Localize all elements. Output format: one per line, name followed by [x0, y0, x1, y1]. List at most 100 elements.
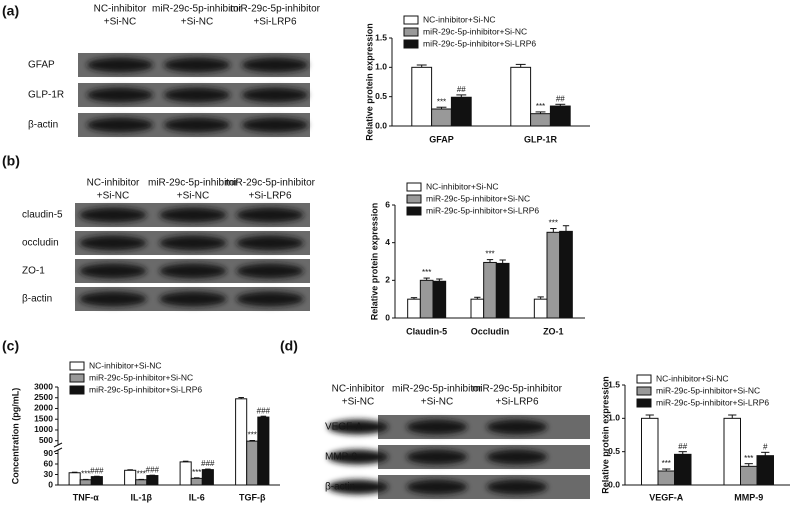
lane-header: +Si-NC [97, 191, 130, 202]
y-tick-label: 2 [385, 275, 390, 285]
legend-label: NC-inhibitor+Si-NC [89, 360, 162, 370]
significance: *** [422, 268, 431, 277]
panel-label: (d) [280, 338, 298, 354]
bar [756, 455, 774, 486]
bar [483, 261, 497, 319]
bar [257, 416, 270, 486]
blot-band [236, 207, 304, 223]
bar [510, 66, 532, 127]
bar [641, 417, 659, 486]
bar [190, 477, 203, 486]
bar [450, 96, 472, 127]
x-tick-label: IL-1β [131, 492, 153, 502]
significance: ## [556, 94, 565, 103]
y-tick-label: 0 [48, 479, 53, 489]
legend-label: NC-inhibitor+Si-NC [656, 373, 729, 383]
lane-header: +Si-NC [104, 17, 137, 28]
y-tick-label: 3000 [34, 381, 53, 391]
lane-header: miR-29c-5p-inhibitor [152, 4, 243, 15]
blot-band [163, 87, 231, 103]
significance: ## [678, 442, 687, 451]
bar [546, 231, 561, 319]
legend-swatch [406, 194, 422, 204]
legend-swatch [69, 361, 85, 371]
significance: *** [485, 250, 494, 259]
lane-header: miR-29c-5p-inhibitor [472, 384, 563, 395]
lane-header: NC-inhibitor [87, 178, 140, 189]
y-tick-label: 1.5 [375, 32, 387, 42]
legend-label: miR-29c-5p-inhibitor+Si-NC [656, 385, 760, 395]
legend-label: miR-29c-5p-inhibitor+Si-NC [426, 193, 530, 203]
bar [68, 472, 81, 486]
row-label: occludin [22, 238, 59, 249]
bar [432, 280, 447, 319]
significance: ### [90, 466, 104, 475]
bar [495, 262, 510, 319]
y-tick-label: 0.5 [608, 446, 620, 456]
blot-band [241, 87, 309, 103]
legend-swatch [406, 206, 422, 216]
row-label: ZO-1 [22, 266, 45, 277]
bar [559, 230, 573, 319]
blot-band [236, 263, 304, 279]
bar [201, 469, 214, 486]
blot-band [86, 87, 154, 103]
legend-label: miR-29c-5p-inhibitor+Si-LRP6 [89, 384, 202, 394]
y-tick-label: 6 [385, 199, 390, 209]
blot-band [79, 207, 147, 223]
legend-label: miR-29c-5p-inhibitor+Si-NC [423, 26, 527, 36]
y-tick-label: 0.0 [608, 479, 620, 489]
significance: *** [81, 470, 90, 479]
bar [740, 465, 758, 486]
y-tick-label: 1.0 [608, 413, 620, 423]
lane-header: miR-29c-5p-inhibitor [230, 4, 321, 15]
x-tick-label: Occludin [471, 326, 510, 336]
blot-band [406, 479, 468, 495]
legend-swatch [69, 385, 85, 395]
significance: *** [549, 219, 558, 228]
panel-label: (b) [2, 153, 20, 169]
x-tick-label: GFAP [429, 134, 454, 144]
blot-band [236, 291, 304, 307]
blot-band [79, 263, 147, 279]
lane-header: +Si-NC [177, 191, 210, 202]
significance: # [763, 442, 768, 451]
legend-swatch [403, 39, 419, 49]
significance: *** [536, 102, 545, 111]
bar [235, 398, 248, 486]
legend-label: NC-inhibitor+Si-NC [426, 181, 499, 191]
y-tick-label: 90 [44, 448, 54, 458]
bar [533, 298, 548, 319]
lane-header: +Si-LRP6 [248, 191, 292, 202]
blot-band [159, 291, 227, 307]
blot-band [86, 57, 154, 73]
row-label: claudin-5 [22, 210, 63, 221]
y-tick-label: 30 [44, 469, 54, 479]
y-tick-label: 2000 [34, 403, 53, 413]
x-tick-label: ZO-1 [543, 326, 564, 336]
significance: *** [662, 459, 671, 468]
y-tick-label: 0.5 [375, 91, 387, 101]
bar [246, 440, 259, 486]
y-tick-label: 2500 [34, 392, 53, 402]
lane-header: +Si-LRP6 [495, 397, 539, 408]
x-tick-label: VEGF-A [649, 492, 684, 502]
lane-header: NC-inhibitor [332, 384, 385, 395]
axis-break [53, 442, 63, 448]
lane-header: +Si-LRP6 [253, 17, 297, 28]
blot-band [406, 449, 468, 465]
blot-band [163, 117, 231, 133]
blot-band [241, 57, 309, 73]
bar [79, 479, 92, 486]
legend-swatch [636, 386, 652, 396]
significance: ### [146, 465, 160, 474]
legend-swatch [636, 374, 652, 384]
bar [549, 105, 571, 127]
blot-band [79, 291, 147, 307]
y-tick-label: 0 [385, 312, 390, 322]
y-tick-label: 0.0 [375, 120, 387, 130]
significance: ### [201, 459, 215, 468]
y-axis-label: Relative protein expression [369, 203, 379, 321]
bar [179, 461, 192, 486]
